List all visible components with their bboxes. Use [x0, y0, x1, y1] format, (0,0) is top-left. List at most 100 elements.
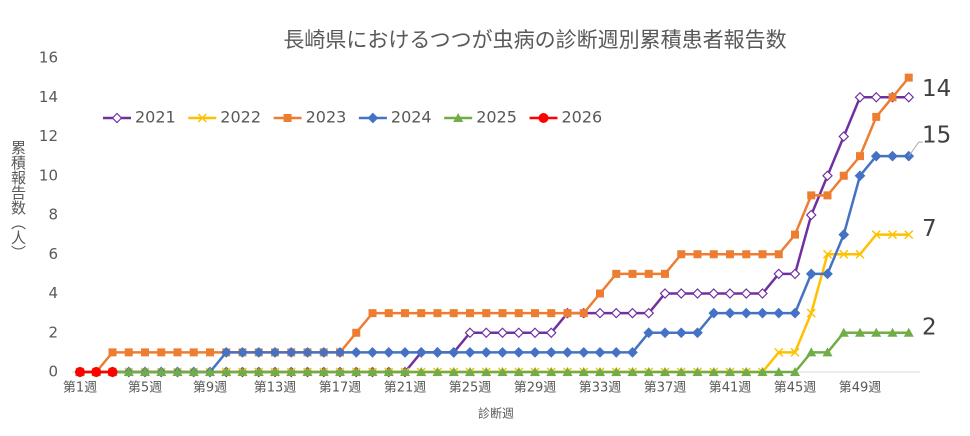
x-tick-label: 第9週 [193, 381, 227, 396]
y-tick-label: 0 [48, 363, 58, 381]
data-point [529, 347, 541, 358]
data-point [838, 327, 849, 337]
data-point [497, 367, 508, 376]
data-point [725, 367, 735, 376]
data-point [107, 367, 118, 377]
x-tick-label: 第5週 [128, 381, 162, 396]
data-point [302, 347, 313, 358]
data-point [838, 229, 850, 240]
data-point [661, 269, 669, 278]
data-point [888, 93, 897, 102]
data-point [789, 307, 801, 319]
data-point [757, 307, 768, 319]
data-point [692, 288, 703, 299]
data-point [643, 327, 655, 339]
data-point [854, 170, 866, 182]
x-tick-label: 第49週 [839, 381, 882, 396]
data-point [350, 347, 362, 358]
data-point [156, 367, 167, 376]
data-point [253, 347, 265, 358]
data-point [448, 367, 459, 376]
data-point [805, 209, 817, 221]
legend-marker [197, 113, 207, 123]
data-point [660, 367, 670, 376]
data-point [237, 347, 248, 358]
data-point [221, 367, 232, 376]
data-point [887, 327, 898, 337]
data-point [773, 307, 785, 319]
legend-marker [283, 114, 292, 122]
data-point [270, 367, 280, 376]
data-point [822, 170, 833, 182]
data-point [464, 327, 476, 339]
data-point [481, 367, 492, 376]
x-tick-label: 第41週 [709, 381, 752, 396]
data-point [400, 367, 410, 376]
data-point [757, 367, 768, 376]
data-point [855, 327, 865, 337]
data-point [757, 288, 768, 299]
data-point [790, 367, 800, 376]
data-point [399, 347, 411, 358]
x-tick-label: 第33週 [579, 381, 622, 396]
data-point [790, 347, 800, 357]
y-tick-label: 14 [39, 88, 58, 106]
data-point [807, 191, 816, 200]
x-tick-label: 第21週 [384, 381, 427, 396]
data-point [904, 230, 914, 240]
data-point [415, 347, 427, 358]
data-point [806, 347, 817, 357]
end-label: 7 [922, 216, 937, 242]
data-point [643, 307, 655, 319]
leader-line [908, 141, 923, 157]
data-point [237, 367, 248, 376]
data-point [253, 367, 264, 376]
data-point [791, 230, 799, 239]
data-point [205, 367, 215, 376]
data-point [513, 347, 525, 358]
data-point [562, 367, 573, 376]
x-axis-label: 診断週 [478, 406, 514, 421]
legend-marker [538, 113, 549, 123]
data-point [774, 347, 784, 357]
series-line [80, 76, 910, 374]
data-point [627, 347, 638, 358]
data-point [432, 367, 443, 376]
data-point [659, 288, 671, 299]
data-point [872, 112, 881, 121]
data-point [367, 347, 378, 358]
data-point [545, 347, 557, 358]
data-point [627, 367, 638, 376]
data-point [742, 250, 751, 259]
data-point [384, 309, 393, 318]
x-tick-label: 第1週 [63, 381, 97, 396]
data-point [286, 367, 297, 376]
data-point [677, 250, 686, 259]
y-tick-label: 2 [48, 323, 58, 341]
data-point [75, 367, 85, 377]
x-tick-label: 第13週 [254, 381, 297, 396]
data-point [676, 367, 687, 376]
data-point [140, 367, 150, 376]
data-point [383, 367, 394, 376]
data-point [595, 367, 605, 376]
data-point [513, 367, 524, 376]
data-point [123, 367, 134, 376]
data-point [839, 249, 849, 259]
data-point [108, 348, 117, 357]
data-point [141, 348, 149, 357]
legend-label: 2026 [562, 108, 603, 127]
data-point [383, 347, 395, 358]
data-point [416, 367, 427, 376]
data-point [513, 327, 525, 339]
data-point [546, 367, 557, 376]
data-point [449, 309, 458, 318]
series-line [80, 331, 909, 374]
data-point [563, 309, 572, 318]
data-point [740, 288, 752, 299]
y-axis-label: 累積報告数（人） [9, 140, 27, 260]
data-point [433, 309, 442, 318]
data-point [855, 249, 865, 259]
data-point [334, 347, 346, 358]
